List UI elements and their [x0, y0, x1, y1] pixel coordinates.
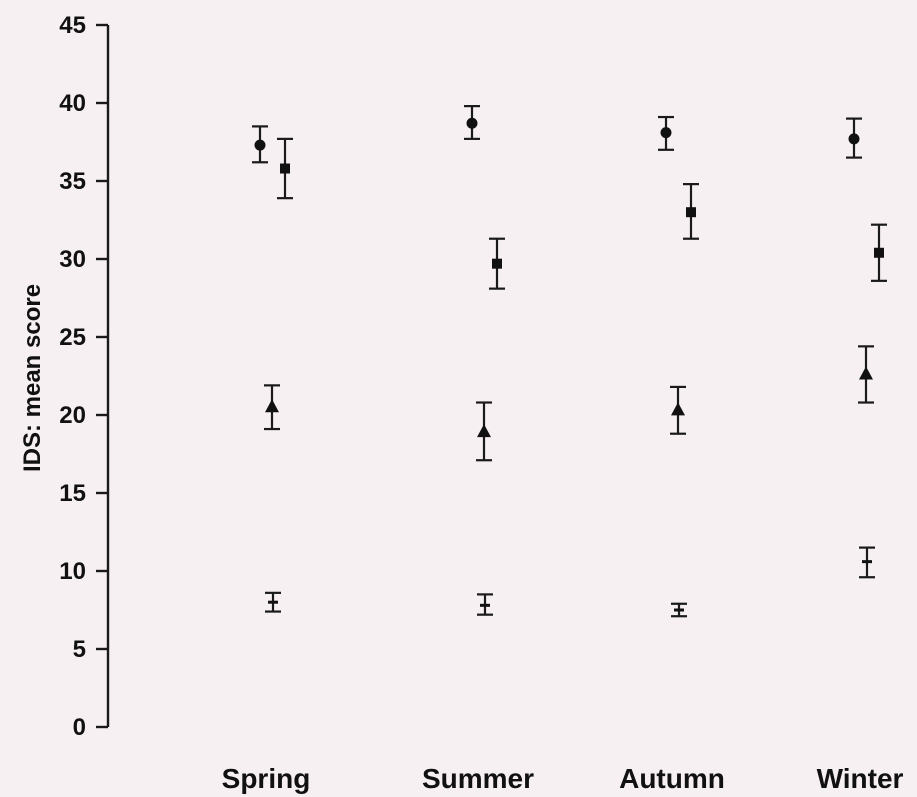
- marker-dash: [862, 560, 872, 564]
- y-axis-title: IDS: mean score: [19, 284, 46, 472]
- marker-circle: [466, 117, 478, 129]
- marker-triangle: [671, 402, 685, 416]
- axes-group: 0 5 10 15 20 25 30 35 40 45 Spring Summer Autumn Wint…: [59, 12, 903, 794]
- y-tick-label: 30: [59, 246, 86, 273]
- x-category-label: Winter: [817, 763, 904, 794]
- data-point-square: [489, 237, 505, 290]
- marker-triangle: [477, 424, 491, 438]
- marker-dash: [674, 608, 684, 612]
- marker-square: [686, 207, 696, 218]
- y-tick-label: 40: [59, 90, 86, 117]
- data-point-circle: [846, 117, 862, 159]
- data-point-circle: [464, 105, 480, 140]
- data-point-dash: [671, 602, 687, 618]
- data-point-square: [871, 223, 887, 282]
- data-point-dash: [265, 591, 281, 613]
- data-point-triangle: [858, 345, 874, 404]
- marker-dash: [268, 600, 278, 604]
- data-point-square: [683, 183, 699, 240]
- marker-dash: [480, 603, 490, 607]
- x-category-label: Spring: [222, 763, 311, 794]
- marker-triangle: [859, 366, 873, 380]
- marker-square: [280, 163, 290, 174]
- marker-circle: [254, 139, 266, 151]
- y-tick-label: 20: [59, 402, 86, 429]
- marker-circle: [848, 133, 860, 145]
- y-tick-label: 5: [73, 636, 86, 663]
- marker-circle: [660, 127, 672, 139]
- data-point-dash: [859, 546, 875, 579]
- data-point-dash: [477, 593, 493, 616]
- marker-square: [492, 258, 502, 269]
- data-point-triangle: [670, 385, 686, 435]
- data-point-circle: [252, 125, 268, 164]
- data-point-circle: [658, 115, 674, 151]
- y-tick-label: 15: [59, 480, 86, 507]
- x-category-label: Summer: [422, 763, 534, 794]
- data-point-square: [277, 137, 293, 200]
- marks-group: [252, 105, 887, 618]
- y-tick-label: 0: [73, 714, 86, 741]
- y-tick-label: 10: [59, 558, 86, 585]
- y-tick-label: 45: [59, 12, 86, 39]
- marker-triangle: [265, 399, 279, 413]
- data-point-triangle: [476, 401, 492, 462]
- marker-square: [874, 247, 884, 258]
- y-tick-label: 35: [59, 168, 86, 195]
- x-category-label: Autumn: [619, 763, 725, 794]
- data-point-triangle: [264, 384, 280, 431]
- y-tick-label: 25: [59, 324, 86, 351]
